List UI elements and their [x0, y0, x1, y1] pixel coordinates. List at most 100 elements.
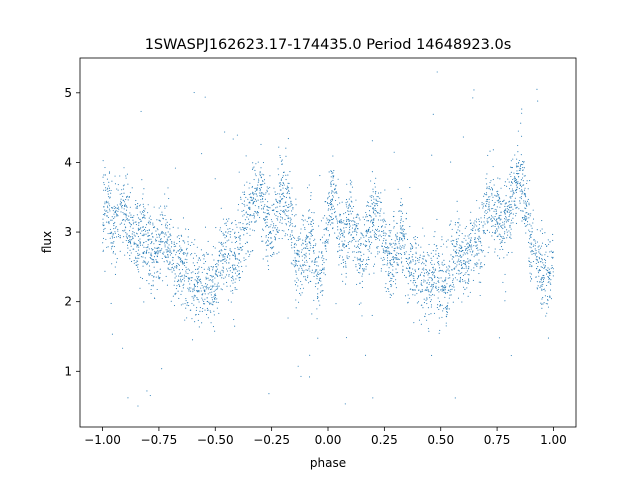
data-point — [523, 217, 525, 219]
data-point — [443, 281, 445, 283]
data-point — [267, 187, 269, 189]
data-point — [527, 224, 529, 226]
data-point — [487, 252, 489, 254]
data-point — [161, 257, 163, 260]
data-point — [375, 191, 377, 193]
data-point — [453, 268, 455, 270]
data-point — [463, 293, 465, 295]
data-point — [167, 267, 169, 269]
data-point — [229, 227, 231, 230]
data-point — [134, 235, 136, 237]
data-point — [538, 281, 540, 283]
data-point — [136, 245, 138, 247]
data-point — [169, 251, 171, 253]
data-point — [111, 235, 113, 237]
data-point — [466, 252, 468, 254]
data-point — [541, 289, 543, 291]
data-point — [376, 196, 378, 198]
data-point — [111, 333, 113, 335]
data-point — [141, 234, 143, 236]
data-point — [436, 289, 438, 291]
data-point — [165, 232, 167, 234]
data-point — [516, 183, 518, 185]
data-point — [164, 244, 166, 246]
data-point — [180, 261, 182, 263]
data-point — [552, 256, 554, 258]
data-point — [497, 225, 499, 227]
data-point — [459, 281, 461, 283]
data-point — [449, 285, 451, 287]
data-point — [486, 199, 488, 201]
data-point — [133, 262, 135, 264]
data-point — [175, 275, 177, 277]
data-point — [420, 304, 422, 306]
data-point — [328, 208, 330, 210]
data-point — [402, 235, 404, 237]
data-point — [288, 206, 290, 208]
data-point — [319, 291, 321, 293]
data-point — [221, 269, 223, 271]
data-point — [552, 275, 554, 277]
data-point — [286, 210, 288, 212]
data-point — [469, 291, 471, 293]
data-point — [438, 317, 440, 319]
data-point — [155, 230, 157, 232]
data-point — [535, 262, 537, 265]
data-point — [225, 268, 228, 270]
data-point — [225, 274, 228, 276]
data-point — [244, 227, 247, 229]
data-point — [245, 265, 247, 267]
data-point — [339, 249, 341, 251]
data-point — [457, 229, 459, 231]
data-point — [306, 221, 308, 223]
data-point — [197, 279, 199, 281]
data-point — [365, 246, 367, 248]
data-point — [515, 181, 517, 183]
data-point — [383, 230, 385, 232]
data-point — [369, 195, 371, 197]
data-point — [411, 274, 413, 276]
data-point — [369, 231, 371, 233]
data-point — [259, 187, 261, 190]
data-point — [131, 260, 133, 262]
data-point — [133, 241, 135, 243]
data-point — [196, 298, 198, 300]
data-point — [368, 239, 370, 241]
data-point — [287, 221, 289, 223]
data-point — [147, 261, 149, 263]
data-point — [165, 223, 167, 225]
data-point — [486, 188, 488, 190]
data-point — [454, 224, 456, 226]
data-point — [321, 264, 323, 266]
data-point — [541, 307, 543, 309]
data-point — [266, 239, 269, 241]
data-point — [534, 240, 536, 242]
data-point — [252, 162, 254, 164]
data-point — [402, 269, 404, 271]
data-point — [468, 265, 470, 267]
data-point — [300, 228, 302, 230]
data-point — [551, 256, 553, 258]
data-point — [401, 212, 404, 214]
data-point — [357, 240, 359, 242]
data-point — [357, 271, 360, 274]
data-point — [256, 187, 259, 189]
data-point — [127, 199, 129, 201]
data-point — [486, 220, 488, 222]
y-tick-label: 3 — [64, 225, 72, 239]
data-point — [137, 229, 140, 231]
data-point — [470, 222, 472, 224]
data-point — [218, 251, 220, 253]
data-point — [465, 262, 467, 264]
data-point — [433, 268, 435, 270]
data-point — [365, 212, 367, 214]
data-point — [174, 266, 176, 268]
data-point — [421, 280, 423, 282]
data-point — [212, 266, 214, 268]
data-point — [251, 186, 253, 188]
data-point — [190, 287, 192, 289]
data-point — [290, 224, 292, 226]
data-point — [180, 281, 182, 283]
data-point — [177, 279, 179, 281]
data-point — [451, 285, 453, 288]
